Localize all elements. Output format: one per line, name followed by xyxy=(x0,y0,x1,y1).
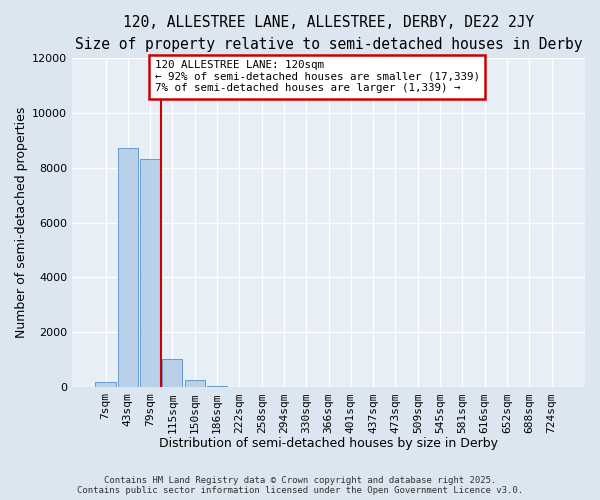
Bar xyxy=(140,160,160,388)
Bar xyxy=(185,380,205,388)
Bar xyxy=(95,382,116,388)
Bar xyxy=(163,358,182,388)
X-axis label: Distribution of semi-detached houses by size in Derby: Distribution of semi-detached houses by … xyxy=(159,437,498,450)
Text: Contains HM Land Registry data © Crown copyright and database right 2025.
Contai: Contains HM Land Registry data © Crown c… xyxy=(77,476,523,495)
Title: 120, ALLESTREE LANE, ALLESTREE, DERBY, DE22 2JY
Size of property relative to sem: 120, ALLESTREE LANE, ALLESTREE, DERBY, D… xyxy=(75,15,583,52)
Text: 120 ALLESTREE LANE: 120sqm
← 92% of semi-detached houses are smaller (17,339)
7%: 120 ALLESTREE LANE: 120sqm ← 92% of semi… xyxy=(155,60,479,94)
Y-axis label: Number of semi-detached properties: Number of semi-detached properties xyxy=(15,107,28,338)
Bar xyxy=(118,148,138,388)
Bar xyxy=(207,386,227,388)
